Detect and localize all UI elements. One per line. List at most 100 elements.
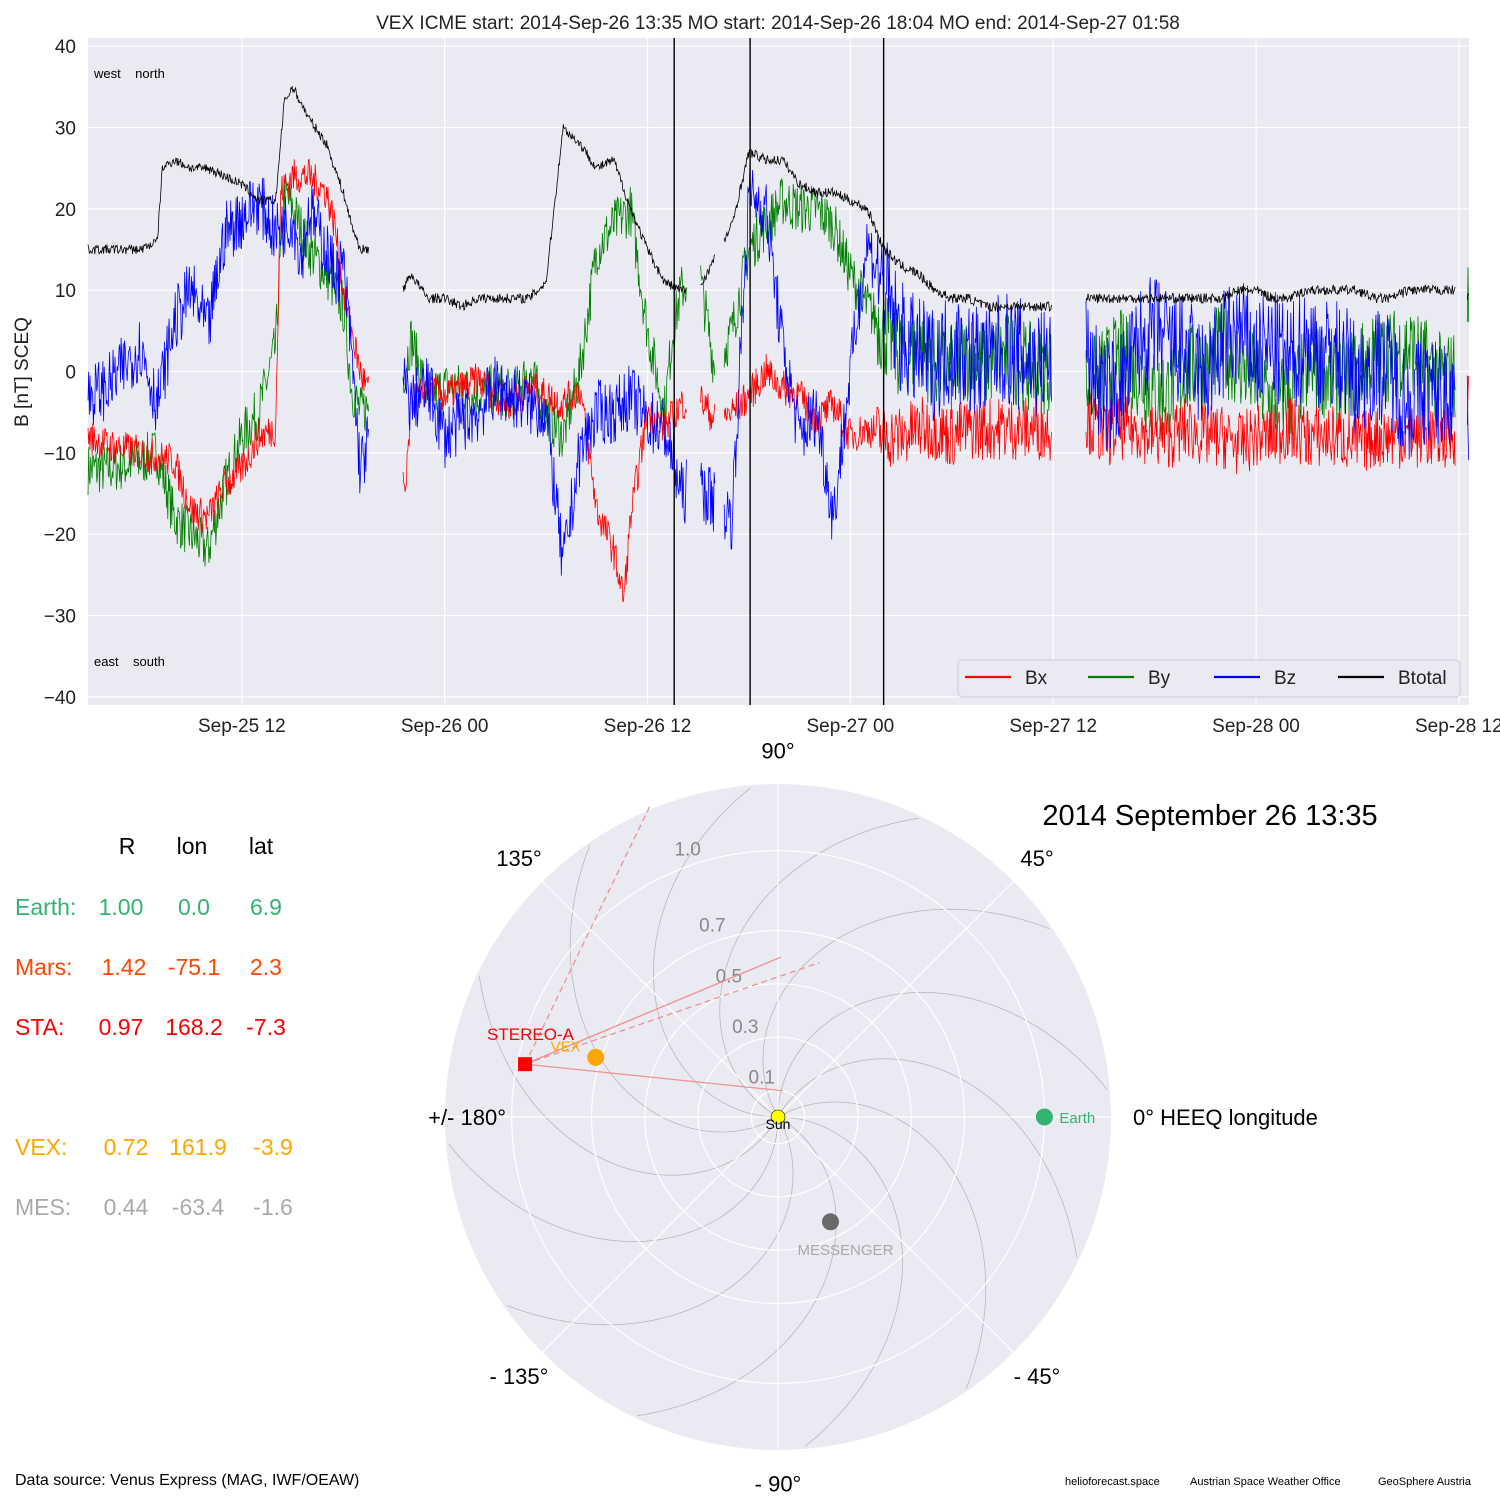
credit-geosphere-austria: GeoSphere Austria [1378, 1476, 1472, 1488]
parker-spiral-line [636, 1116, 837, 1417]
y-tick-label: 40 [55, 37, 76, 58]
table-cell-lat: -7.3 [246, 1014, 286, 1040]
y-tick-label: −30 [44, 607, 76, 628]
earth-marker [1035, 1108, 1053, 1126]
parker-spiral-line [448, 1117, 779, 1243]
angle-spoke [777, 1116, 1014, 1353]
series-line-bz [87, 163, 1470, 576]
radial-tick-label: 0.5 [716, 966, 742, 987]
positions-table: R lon lat Earth: 1.00 0.0 6.9 Mars: 1.42 -75.1… [15, 833, 293, 1220]
table-cell-lon: 168.2 [165, 1014, 223, 1040]
parker-spiral-line [719, 817, 920, 1118]
corner-label-west-north: west north [93, 66, 165, 81]
messenger-label: MESSENGER [798, 1242, 894, 1259]
y-tick-label: −40 [44, 688, 76, 709]
legend: Bx By Bz Btotal [957, 659, 1461, 698]
x-tick-label: Sep-25 12 [198, 716, 286, 737]
x-tick-label: Sep-26 12 [604, 716, 692, 737]
angle-spoke [777, 881, 1014, 1118]
table-cell-label: Earth: [15, 894, 76, 920]
parker-spiral-line [777, 1101, 987, 1389]
table-header-lon: lon [177, 833, 208, 859]
heeq-polar-plot: 2014 September 26 13:35 0.10.30.50.71.0 … [428, 739, 1378, 1497]
legend-label-bx: Bx [1025, 668, 1048, 689]
legend-label-btotal: Btotal [1398, 668, 1447, 689]
y-tick-label: −10 [44, 444, 76, 465]
stereo-a-marker [518, 1057, 533, 1072]
parker-spiral-line [506, 1116, 794, 1326]
table-cell-r: 0.72 [104, 1134, 149, 1160]
y-tick-label: −20 [44, 525, 76, 546]
parker-spiral-line [762, 908, 1050, 1118]
magnetic-field-timeseries-chart: VEX ICME start: 2014-Sep-26 13:35 MO sta… [12, 13, 1500, 737]
table-cell-label: MES: [15, 1194, 71, 1220]
x-tick-label: Sep-28 12 [1415, 716, 1500, 737]
table-cell-label: STA: [15, 1014, 64, 1040]
sun-marker [770, 1109, 786, 1125]
angle-tick-label: 90° [761, 739, 794, 764]
vex-marker [587, 1048, 605, 1066]
series-line-btotal [87, 86, 1470, 313]
radial-tick-label: 0.3 [732, 1017, 758, 1038]
table-cell-r: 0.97 [99, 1014, 144, 1040]
radial-tick-label: 0.1 [749, 1068, 775, 1089]
parker-spiral-line [478, 975, 779, 1176]
earth-label: Earth [1059, 1110, 1095, 1127]
radial-tick-label: 0.7 [699, 916, 725, 937]
corner-label-east-south: east south [94, 654, 165, 669]
table-cell-r: 0.44 [104, 1194, 149, 1220]
table-cell-lat: 6.9 [250, 894, 282, 920]
timeseries-title: VEX ICME start: 2014-Sep-26 13:35 MO sta… [376, 13, 1180, 34]
planet-markers: Sun Earth VEX MESSENGER STEREO-A [487, 1025, 1095, 1259]
table-cell-r: 1.42 [102, 954, 147, 980]
table-cell-lon: 161.9 [169, 1134, 227, 1160]
parker-spiral-line [569, 845, 779, 1133]
y-tick-labels: −40 −30 −20 −10 0 10 20 30 40 [44, 37, 76, 709]
table-cell-lon: 0.0 [178, 894, 210, 920]
sun-label: Sun [766, 1116, 791, 1132]
angle-spoke [542, 1116, 779, 1353]
table-cell-lat: -1.6 [253, 1194, 293, 1220]
data-source-note: Data source: Venus Express (MAG, IWF/OEA… [15, 1472, 359, 1489]
credit-helioforecast: helioforecast.space [1065, 1476, 1160, 1488]
parker-spiral-line [652, 787, 778, 1118]
angle-spoke [542, 881, 779, 1118]
table-cell-lon: -75.1 [168, 954, 220, 980]
messenger-marker [821, 1213, 839, 1231]
event-lines [673, 38, 885, 705]
y-tick-label: 10 [55, 281, 76, 302]
parker-spirals [448, 787, 1108, 1447]
x-tick-label: Sep-28 00 [1212, 716, 1300, 737]
parker-spiral-line [777, 991, 1108, 1117]
radial-tick-label: 1.0 [674, 840, 700, 861]
x-tick-label: Sep-27 12 [1009, 716, 1097, 737]
table-cell-lat: 2.3 [250, 954, 282, 980]
legend-label-by: By [1148, 668, 1171, 689]
timeseries-series-group [87, 86, 1470, 603]
parker-spiral-line [778, 1116, 904, 1447]
radial-tick-labels: 0.1 0.3 0.5 0.7 1.0 [674, 840, 775, 1089]
x-tick-labels: Sep-25 12 Sep-26 00 Sep-26 12 Sep-27 00 Sep-… [198, 716, 1500, 737]
y-axis-label: B [nT] SCEQ [12, 317, 33, 427]
table-cell-lon: -63.4 [172, 1194, 225, 1220]
stereo-a-view-lines [524, 803, 820, 1092]
angle-tick-label: 0° HEEQ longitude [1133, 1105, 1318, 1130]
table-cell-lat: -3.9 [253, 1134, 293, 1160]
y-tick-label: 30 [55, 118, 76, 139]
table-header-lat: lat [249, 833, 274, 859]
parker-spiral-line [777, 1058, 1078, 1259]
vex-label: VEX [551, 1038, 581, 1055]
table-rows: Earth: 1.00 0.0 6.9 Mars: 1.42 -75.1 2.3 STA: 0.9… [15, 894, 293, 1220]
stereo-a-view-line [524, 803, 652, 1065]
angle-tick-label: - 135° [490, 1364, 549, 1389]
stereo-a-view-line [524, 956, 782, 1065]
table-header-r: R [119, 833, 136, 859]
x-tick-label: Sep-27 00 [806, 716, 894, 737]
angle-tick-labels: 0° HEEQ longitude 45° 90° 135° +/- 180° - 135… [428, 739, 1318, 1497]
polar-date-title: 2014 September 26 13:35 [1042, 800, 1377, 832]
legend-label-bz: Bz [1274, 668, 1296, 689]
legend-box [957, 659, 1461, 698]
table-cell-label: VEX: [15, 1134, 67, 1160]
stereo-a-view-line [524, 1063, 783, 1092]
